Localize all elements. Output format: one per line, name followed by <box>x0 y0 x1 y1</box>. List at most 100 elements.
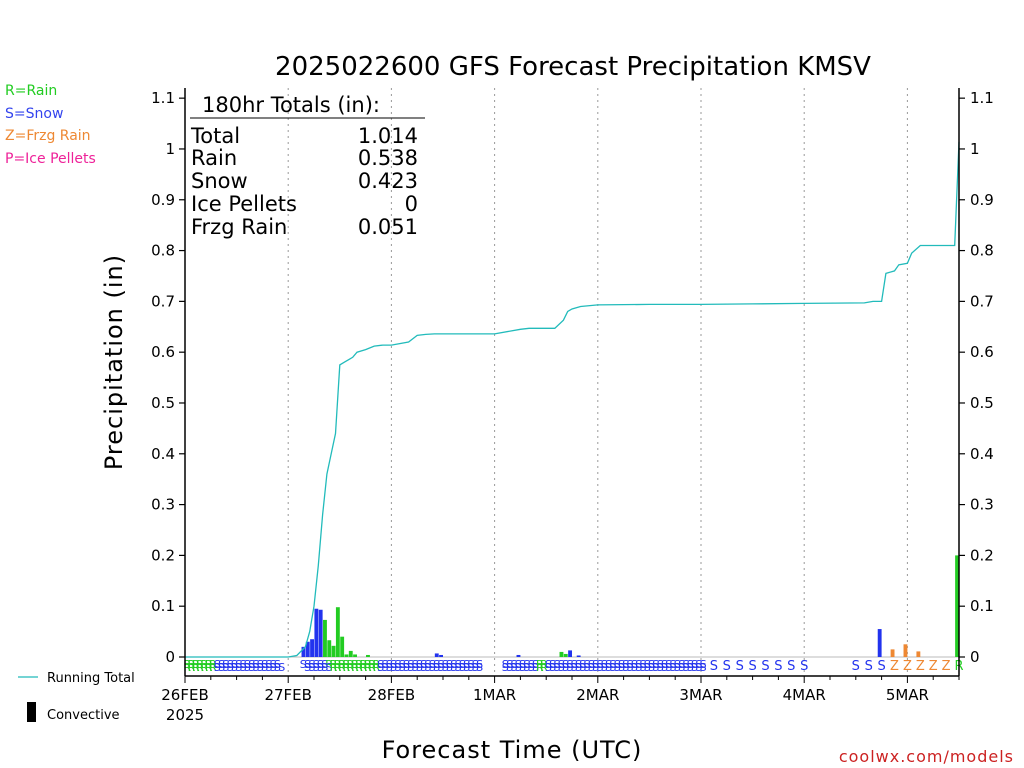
ptype-sparse-14: Z <box>929 659 938 674</box>
x-tick-sublabel-0: 2025 <box>166 706 204 724</box>
ptype-b-38: R <box>368 661 376 674</box>
ptype-a-29: R <box>330 658 338 671</box>
y-tick-label-left-11: 1.1 <box>151 89 175 107</box>
ptype-a-104: S <box>674 658 681 671</box>
precip-bar-16 <box>516 654 521 657</box>
ptype-a-93: S <box>627 658 634 671</box>
ptype-a-47: S <box>407 658 414 671</box>
ptype-b-77: S <box>558 661 565 674</box>
ptype-b-22: S <box>278 661 285 674</box>
ptype-a-61: S <box>467 658 474 671</box>
ptype-a-75: S <box>549 658 556 671</box>
y-tick-label-left-7: 0.7 <box>151 292 175 310</box>
ptype-b-65: S <box>506 661 513 674</box>
y-tick-label-right-8: 0.8 <box>970 242 994 260</box>
ptype-a-64: S <box>502 658 509 671</box>
ptype-b-41: S <box>382 661 389 674</box>
ptype-a-18: S <box>261 658 268 671</box>
ptype-b-83: S <box>584 661 591 674</box>
ptype-a-86: S <box>597 658 604 671</box>
totals-total-label: Total <box>190 124 240 148</box>
ptype-b-31: R <box>338 661 346 674</box>
y-tick-label-right-9: 0.9 <box>970 191 994 209</box>
totals-ice-pellets-value: 0 <box>405 192 418 216</box>
ptype-b-2: R <box>192 661 200 674</box>
ptype-b-21: S <box>274 661 281 674</box>
ptype-a-87: S <box>601 658 608 671</box>
ptype-a-65: S <box>506 658 513 671</box>
ptype-a-51: S <box>424 658 431 671</box>
ptype-sparse-1: S <box>723 659 731 674</box>
ptype-a-107: S <box>687 658 694 671</box>
y-tick-label-left-9: 0.9 <box>151 191 175 209</box>
ptype-a-27: S <box>321 658 328 671</box>
legend-running-total-label: Running Total <box>47 671 135 686</box>
bar-series <box>301 555 959 657</box>
ptype-a-40: S <box>377 658 384 671</box>
y-tick-label-right-5: 0.5 <box>970 394 994 412</box>
ptype-a-110: S <box>700 658 707 671</box>
ptype-a-95: S <box>635 658 642 671</box>
y-tick-label-right-6: 0.6 <box>970 343 994 361</box>
ptype-b-42: S <box>386 661 393 674</box>
ptype-b-24: S <box>308 661 315 674</box>
precip-bar-7 <box>331 645 336 657</box>
precip-bar-6 <box>327 640 332 657</box>
ptype-a-82: S <box>579 658 586 671</box>
ptype-b-105: S <box>678 661 685 674</box>
ptype-a-48: S <box>412 658 419 671</box>
ptype-b-43: S <box>390 661 397 674</box>
ptype-a-50: S <box>420 658 427 671</box>
ptype-a-103: S <box>670 658 677 671</box>
ptype-a-26: S <box>317 658 324 671</box>
ptype-b-56: S <box>446 661 453 674</box>
y-tick-label-left-0: 0 <box>165 648 175 666</box>
ptype-b-93: S <box>627 661 634 674</box>
precip-bar-4 <box>318 609 323 657</box>
ptype-a-76: S <box>554 658 561 671</box>
ptype-b-58: S <box>455 661 462 674</box>
ptype-a-108: S <box>691 658 698 671</box>
ptype-a-67: S <box>515 658 522 671</box>
ptype-a-37: R <box>364 658 372 671</box>
precip-bar-21 <box>877 629 882 657</box>
ptype-b-16: S <box>252 661 259 674</box>
y-tick-label-right-1: 0.1 <box>970 597 994 615</box>
ptype-sparse-11: Z <box>890 659 899 674</box>
ptype-b-35: R <box>355 661 363 674</box>
ptype-b-72: R <box>536 661 544 674</box>
y-tick-label-left-1: 0.1 <box>151 597 175 615</box>
ptype-b-45: S <box>399 661 406 674</box>
ptype-b-106: S <box>683 661 690 674</box>
ptype-a-17: S <box>257 658 264 671</box>
x-tick-label-7: 5MAR <box>886 686 929 704</box>
ptype-a-35: R <box>355 658 363 671</box>
precip-bar-8 <box>335 607 340 657</box>
ptype-a-80: S <box>571 658 578 671</box>
credit-link[interactable]: coolwx.com/models <box>839 747 1014 766</box>
ptype-b-109: S <box>695 661 702 674</box>
ptype-b-81: S <box>575 661 582 674</box>
y-tick-label-right-7: 0.7 <box>970 292 994 310</box>
ptype-a-32: R <box>342 658 350 671</box>
ptype-b-49: S <box>416 661 423 674</box>
ptype-a-106: S <box>683 658 690 671</box>
ptype-b-7: S <box>214 661 221 674</box>
ptype-b-30: R <box>334 661 342 674</box>
ptype-b-3: R <box>196 661 204 674</box>
ptype-a-9: S <box>222 658 229 671</box>
ptype-b-33: R <box>347 661 355 674</box>
ptype-a-57: S <box>450 658 457 671</box>
ptype-a-30: R <box>334 658 342 671</box>
precip-bar-3 <box>314 608 319 657</box>
ptype-a-99: S <box>652 658 659 671</box>
ptype-b-102: S <box>665 661 672 674</box>
precip-bar-20 <box>576 655 581 657</box>
y-tick-label-right-10: 1 <box>970 140 980 158</box>
ptype-b-90: S <box>614 661 621 674</box>
ptype-a-66: S <box>511 658 518 671</box>
ptype-b-91: S <box>618 661 625 674</box>
ptype-a-73: R <box>540 658 548 671</box>
ptype-a-2: R <box>192 658 200 671</box>
